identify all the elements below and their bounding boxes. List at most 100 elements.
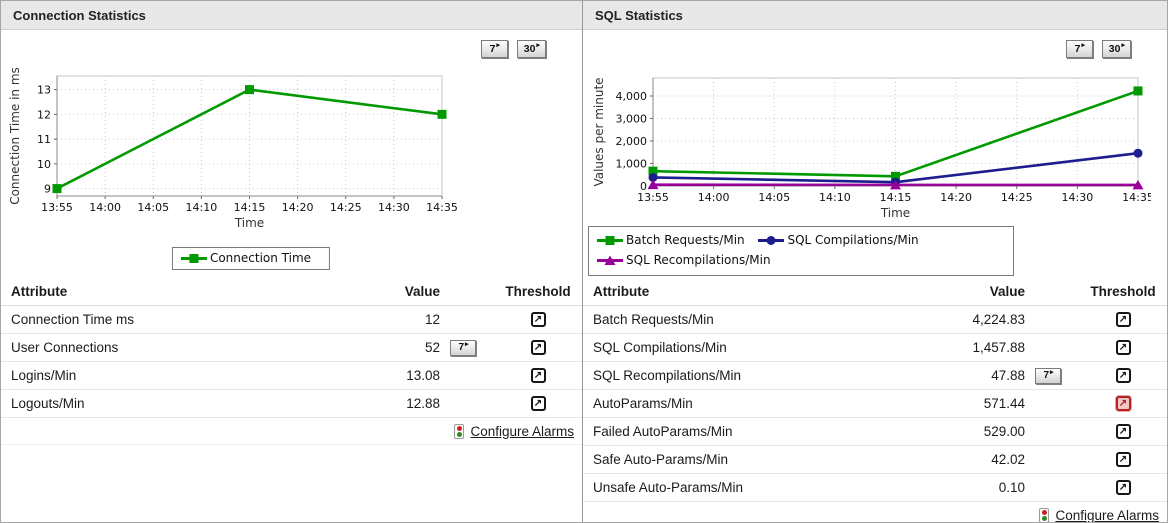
threshold-icon[interactable]: ↗ bbox=[1115, 340, 1131, 355]
svg-text:14:35: 14:35 bbox=[426, 201, 458, 214]
svg-text:Values per minute: Values per minute bbox=[592, 77, 606, 186]
svg-text:12: 12 bbox=[37, 108, 51, 121]
threshold-icon[interactable]: ↗ bbox=[530, 340, 546, 355]
attribute-label: Logins/Min bbox=[11, 368, 77, 383]
attribute-value: 0.10 bbox=[998, 480, 1025, 495]
sql-chart-zone: 7 ▸ 30 ▸ 13:55 14:00 14:05 14:10 14:15 14:20 14:… bbox=[583, 30, 1167, 277]
threshold-icon[interactable]: ↗ bbox=[1115, 424, 1131, 439]
history-7-button[interactable]: 7 ▸ bbox=[1035, 367, 1061, 384]
svg-text:14:20: 14:20 bbox=[940, 191, 972, 204]
connection-chart-zone: 7 ▸ 30 ▸ 13:55 14:00 14:05 14:10 14:15 14:20 14:… bbox=[1, 30, 582, 277]
svg-text:10: 10 bbox=[37, 158, 51, 171]
value-header: Value bbox=[989, 283, 1025, 299]
legend-label: Batch Requests/Min bbox=[626, 233, 745, 247]
svg-text:14:30: 14:30 bbox=[378, 201, 410, 214]
attribute-header: Attribute bbox=[593, 283, 650, 299]
table-row: Safe Auto-Params/Min 42.02 ↗ bbox=[583, 446, 1167, 474]
svg-text:0: 0 bbox=[640, 180, 647, 193]
svg-text:2,000: 2,000 bbox=[616, 135, 648, 148]
history-7-button[interactable]: 7 ▸ bbox=[480, 40, 508, 58]
svg-text:14:05: 14:05 bbox=[137, 201, 169, 214]
history-arrow-icon: ▸ bbox=[1081, 42, 1085, 49]
attribute-label: Connection Time ms bbox=[11, 312, 135, 327]
attribute-label: SQL Compilations/Min bbox=[593, 340, 727, 355]
svg-text:1,000: 1,000 bbox=[616, 158, 648, 171]
svg-text:9: 9 bbox=[44, 183, 51, 196]
history-30-button[interactable]: 30 ▸ bbox=[516, 40, 546, 58]
attribute-header: Attribute bbox=[11, 283, 68, 299]
configure-alarms-link[interactable]: Configure Alarms bbox=[470, 423, 574, 439]
connection-time-chart: 13:55 14:00 14:05 14:10 14:15 14:20 14:25 14:30… bbox=[8, 67, 458, 230]
svg-text:14:20: 14:20 bbox=[282, 201, 314, 214]
svg-text:13:55: 13:55 bbox=[637, 191, 669, 204]
table-header: Attribute Value Threshold bbox=[583, 277, 1167, 306]
svg-text:14:05: 14:05 bbox=[758, 191, 790, 204]
attribute-label: Failed AutoParams/Min bbox=[593, 424, 733, 439]
history-arrow-icon: ▸ bbox=[465, 340, 469, 348]
threshold-alert-icon[interactable]: ↗ bbox=[1115, 396, 1131, 411]
attribute-value: 1,457.88 bbox=[972, 340, 1025, 355]
attribute-value: 529.00 bbox=[983, 424, 1025, 439]
threshold-icon[interactable]: ↗ bbox=[1115, 480, 1131, 495]
attribute-label: SQL Recompilations/Min bbox=[593, 368, 742, 383]
threshold-icon[interactable]: ↗ bbox=[530, 396, 546, 411]
traffic-light-icon bbox=[1039, 508, 1050, 522]
history-7-button[interactable]: 7 ▸ bbox=[1065, 40, 1093, 58]
legend-label: SQL Compilations/Min bbox=[787, 233, 919, 247]
history-30-button[interactable]: 30 ▸ bbox=[1101, 40, 1131, 58]
chart-legend: Connection Time bbox=[171, 247, 331, 270]
svg-text:13: 13 bbox=[37, 84, 51, 97]
svg-text:14:00: 14:00 bbox=[698, 191, 730, 204]
threshold-header: Threshold bbox=[505, 283, 571, 299]
legend-marker-icon bbox=[758, 236, 785, 245]
svg-text:14:25: 14:25 bbox=[1001, 191, 1033, 204]
history-arrow-icon: ▸ bbox=[1050, 368, 1054, 376]
svg-text:14:15: 14:15 bbox=[234, 201, 266, 214]
legend-marker-icon bbox=[597, 256, 623, 265]
table-row: SQL Compilations/Min 1,457.88 ↗ bbox=[583, 334, 1167, 362]
sql-statistics-panel: SQL Statistics 7 ▸ 30 ▸ 13:55 14:00 14:05 14:… bbox=[583, 1, 1167, 522]
svg-text:14:25: 14:25 bbox=[330, 201, 362, 214]
legend-marker-icon bbox=[180, 253, 207, 263]
svg-text:14:00: 14:00 bbox=[89, 201, 121, 214]
svg-text:14:30: 14:30 bbox=[1062, 191, 1094, 204]
svg-text:14:10: 14:10 bbox=[186, 201, 218, 214]
table-row: SQL Recompilations/Min 47.88 7 ▸ ↗ bbox=[583, 362, 1167, 390]
table-row: AutoParams/Min 571.44 ↗ bbox=[583, 390, 1167, 418]
svg-text:14:35: 14:35 bbox=[1122, 191, 1151, 204]
svg-text:14:15: 14:15 bbox=[880, 191, 912, 204]
table-row: Unsafe Auto-Params/Min 0.10 ↗ bbox=[583, 474, 1167, 502]
table-header: Attribute Value Threshold bbox=[1, 277, 582, 306]
attribute-label: Unsafe Auto-Params/Min bbox=[593, 480, 744, 495]
connection-attributes-table: Attribute Value Threshold Connection Tim… bbox=[1, 277, 582, 445]
connection-statistics-panel: Connection Statistics 7 ▸ 30 ▸ 13:55 14:00 1… bbox=[1, 1, 583, 522]
panel-title: Connection Statistics bbox=[1, 1, 582, 30]
svg-text:14:10: 14:10 bbox=[819, 191, 851, 204]
svg-text:3,000: 3,000 bbox=[616, 113, 648, 126]
attribute-value: 42.02 bbox=[991, 452, 1025, 467]
table-row: Logouts/Min 12.88 ↗ bbox=[1, 390, 582, 418]
threshold-icon[interactable]: ↗ bbox=[530, 312, 546, 327]
sql-attributes-table: Attribute Value Threshold Batch Requests… bbox=[583, 277, 1167, 523]
svg-text:Connection Time in ms: Connection Time in ms bbox=[8, 67, 22, 205]
value-header: Value bbox=[404, 283, 440, 299]
attribute-label: Safe Auto-Params/Min bbox=[593, 452, 729, 467]
attribute-value: 12 bbox=[424, 312, 440, 327]
threshold-icon[interactable]: ↗ bbox=[1115, 368, 1131, 383]
attribute-value: 47.88 bbox=[991, 368, 1025, 383]
table-row: Connection Time ms 12 ↗ bbox=[1, 306, 582, 334]
table-row: Batch Requests/Min 4,224.83 ↗ bbox=[583, 306, 1167, 334]
attribute-label: Logouts/Min bbox=[11, 396, 85, 411]
threshold-icon[interactable]: ↗ bbox=[1115, 312, 1131, 327]
configure-alarms-link[interactable]: Configure Alarms bbox=[1055, 508, 1159, 523]
panel-title: SQL Statistics bbox=[583, 1, 1167, 30]
table-row: Logins/Min 13.08 ↗ bbox=[1, 362, 582, 390]
threshold-icon[interactable]: ↗ bbox=[1115, 452, 1131, 467]
table-row: User Connections 52 7 ▸ ↗ bbox=[1, 334, 582, 362]
history-7-button[interactable]: 7 ▸ bbox=[450, 339, 476, 356]
threshold-header: Threshold bbox=[1090, 283, 1156, 299]
threshold-icon[interactable]: ↗ bbox=[530, 368, 546, 383]
configure-alarms-row: Configure Alarms bbox=[583, 502, 1167, 523]
sql-values-chart: 13:55 14:00 14:05 14:10 14:15 14:20 14:25 14:30… bbox=[592, 77, 1151, 220]
